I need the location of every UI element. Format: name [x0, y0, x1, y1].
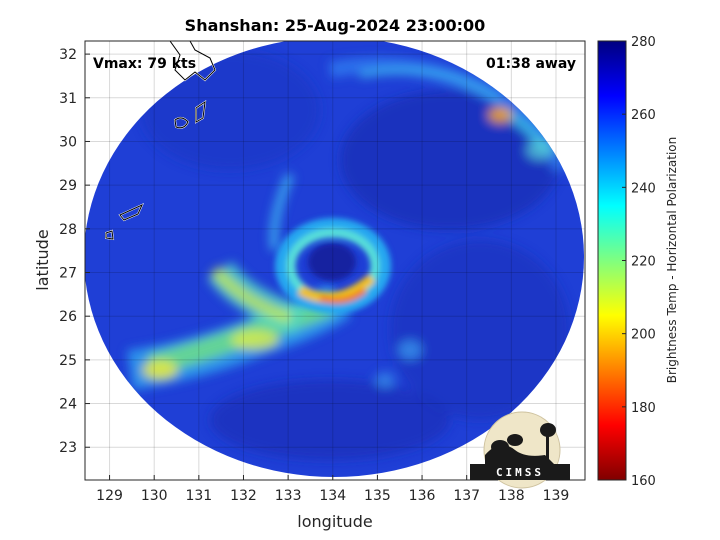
colorbar-tick-label: 280: [631, 35, 656, 50]
chart-title: Shanshan: 25-Aug-2024 23:00:00: [185, 16, 486, 35]
y-axis-ticks: 23 24 25 26 27 28 29 30 31 32: [59, 47, 90, 456]
coastline-outline: [105, 41, 216, 240]
logo-text: CIMSS: [496, 466, 544, 479]
colorbar-label: Brightness Temp - Horizontal Polarizatio…: [665, 137, 679, 384]
x-tick-label: 134: [319, 488, 346, 504]
x-tick-label: 129: [96, 488, 123, 504]
x-tick-label: 133: [275, 488, 302, 504]
y-tick-label: 25: [59, 353, 77, 369]
eyewall: [275, 218, 391, 314]
colorbar-tick-label: 260: [631, 108, 656, 123]
microwave-swath: [85, 41, 584, 477]
y-tick-label: 32: [59, 47, 77, 63]
vmax-annotation: Vmax: 79 kts: [93, 56, 196, 72]
colorbar-tick-label: 220: [631, 255, 656, 270]
x-tick-label: 132: [230, 488, 257, 504]
x-tick-label: 138: [498, 488, 525, 504]
x-tick-label: 139: [543, 488, 570, 504]
y-tick-label: 31: [59, 91, 77, 107]
colorbar-tick-label: 200: [631, 328, 656, 343]
cimss-logo: CIMSS: [470, 411, 570, 489]
axes-frame: [84, 40, 586, 481]
y-tick-label: 28: [59, 222, 77, 238]
colorbar-ticks: 160 180 200 220 240 260 280: [622, 35, 656, 489]
y-tick-label: 26: [59, 309, 77, 325]
x-axis-ticks: 129 130 131 132 133 134 135 136 137 138 139: [96, 475, 569, 504]
x-tick-label: 136: [409, 488, 436, 504]
x-tick-label: 130: [141, 488, 168, 504]
colorbar-tick-label: 240: [631, 181, 656, 196]
colorbar: 160 180 200 220 240 260 280 Brightness Temp - …: [597, 35, 679, 489]
grid: [85, 41, 585, 480]
x-tick-label: 137: [453, 488, 480, 504]
y-tick-label: 23: [59, 440, 77, 456]
x-tick-label: 131: [185, 488, 212, 504]
y-tick-label: 24: [59, 397, 77, 413]
y-tick-label: 27: [59, 266, 77, 282]
colorbar-tick-label: 160: [631, 474, 656, 489]
y-axis-label: latitude: [33, 229, 52, 290]
y-tick-label: 30: [59, 134, 77, 150]
time-away-annotation: 01:38 away: [486, 56, 576, 72]
x-tick-label: 135: [364, 488, 391, 504]
colorbar-gradient: [597, 40, 627, 481]
x-axis-label: longitude: [297, 512, 372, 531]
colorbar-tick-label: 180: [631, 401, 656, 416]
y-tick-label: 29: [59, 178, 77, 194]
